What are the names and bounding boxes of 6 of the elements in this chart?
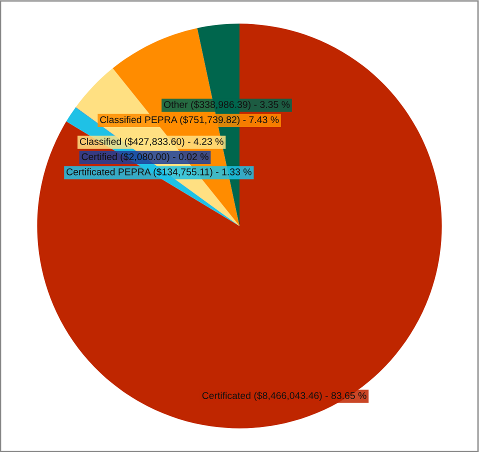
slice-label: Certified ($2,080.00) - 0.02 % bbox=[82, 152, 208, 162]
slice-label: Certificated ($8,466,043.46) - 83.65 % bbox=[202, 392, 366, 401]
slice-label: Classified ($427,833.60) - 4.23 % bbox=[80, 138, 224, 147]
slice-label: Certificated PEPRA ($134,755.11) - 1.33 % bbox=[66, 168, 252, 178]
slice-label: Other ($338,986.39) - 3.35 % bbox=[164, 100, 290, 110]
slice-label: Classified PEPRA ($751,739.82) - 7.43 % bbox=[100, 116, 279, 126]
